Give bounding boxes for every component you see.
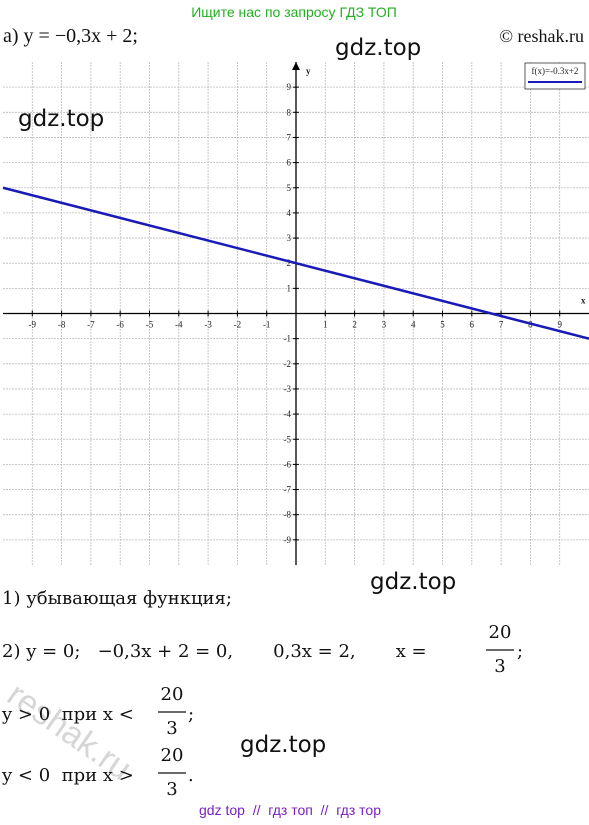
answer-end: ;: [517, 641, 523, 662]
x-tick-label: 7: [499, 320, 504, 330]
legend: f(x)=-0.3x+2: [524, 62, 586, 90]
search-hint: Ищите нас по запросу ГДЗ ТОП: [191, 4, 397, 20]
y-tick-label: -8: [284, 510, 292, 520]
x-tick-label: -2: [234, 320, 242, 330]
x-axis-label: x: [581, 296, 586, 306]
answer-end: .: [188, 765, 194, 786]
x-tick-label: 5: [440, 320, 445, 330]
answer-line: 2) y = 0; −0,3x + 2 = 0, 0,3x = 2, x =: [2, 641, 427, 662]
y-tick-label: 2: [287, 258, 292, 268]
x-tick-label: -8: [58, 320, 66, 330]
copyright: © reshak.ru: [499, 26, 584, 46]
y-tick-label: 5: [287, 183, 292, 193]
watermark: gdz.top: [335, 35, 421, 61]
x-tick-label: -1: [263, 320, 271, 330]
y-tick-label: 1: [287, 283, 292, 293]
line-series: [2, 186, 589, 340]
y-axis-arrow: [292, 62, 300, 70]
y-tick-label: 7: [287, 132, 292, 142]
chart: -9 -8 -7 -6 -5 -4 -3 -2 -1 1 2 3 4 5 6 7 8 9 -9 -8 -7 -6 -5 -4 -…: [2, 62, 589, 565]
y-tick-label: 3: [287, 233, 292, 243]
denominator: 3: [494, 656, 505, 677]
watermark: gdz.top: [240, 732, 326, 758]
footer: gdz top // гдз топ // гдз тор: [199, 802, 381, 818]
y-tick-label: -6: [284, 459, 292, 469]
answer-line: y > 0 при x <: [1, 704, 134, 725]
x-tick-label: -4: [175, 320, 183, 330]
x-tick-label: -5: [146, 320, 154, 330]
y-tick-label: -3: [284, 384, 292, 394]
y-tick-label: -4: [284, 409, 292, 419]
y-tick-label: -9: [284, 535, 292, 545]
x-tick-label: 9: [557, 320, 562, 330]
denominator: 3: [166, 779, 177, 800]
problem: а) y = −0,3x + 2;: [3, 25, 138, 47]
legend-label: f(x)=-0.3x+2: [532, 66, 579, 76]
numerator: 20: [161, 745, 184, 766]
x-tick-label: 3: [382, 320, 387, 330]
numerator: 20: [161, 684, 184, 705]
x-tick-label: 1: [323, 320, 328, 330]
y-tick-label: -5: [284, 434, 292, 444]
legend-box: [524, 62, 586, 90]
y-tick-label: -7: [284, 485, 292, 495]
answer-line: 1) убывающая функция;: [2, 588, 232, 609]
y-tick-label: -2: [284, 359, 292, 369]
x-tick-label: -9: [29, 320, 37, 330]
y-tick-label: -1: [284, 334, 292, 344]
watermark: gdz.top: [18, 106, 104, 132]
numerator: 20: [489, 622, 512, 643]
x-tick-label: 6: [470, 320, 475, 330]
x-tick-label: 2: [352, 320, 357, 330]
denominator: 3: [166, 718, 177, 739]
x-tick-label: 4: [411, 320, 416, 330]
x-tick-label: -7: [87, 320, 95, 330]
watermark: gdz.top: [370, 569, 456, 595]
answer-line: y < 0 при x >: [1, 765, 134, 786]
y-tick-label: 6: [287, 158, 292, 168]
answer-end: ;: [188, 704, 194, 725]
y-tick-label: 4: [287, 208, 292, 218]
y-tick-label: 9: [287, 82, 292, 92]
y-axis-label: y: [306, 66, 311, 76]
x-tick-label: -3: [204, 320, 212, 330]
y-tick-label: 8: [287, 107, 292, 117]
x-tick-label: -6: [116, 320, 124, 330]
